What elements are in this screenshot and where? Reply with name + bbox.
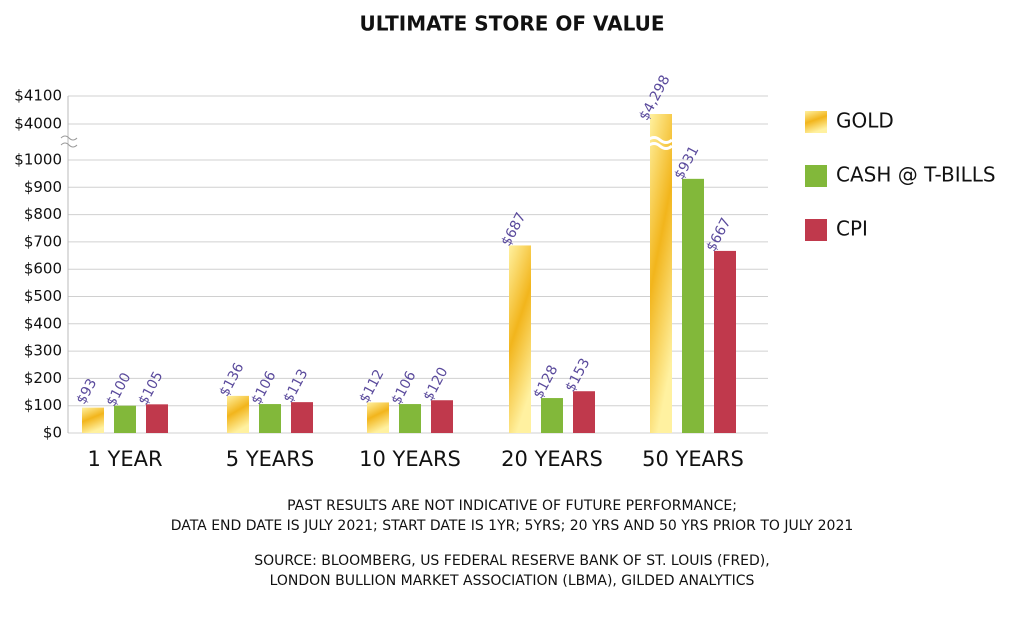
axis-break (60, 135, 78, 148)
bar (259, 404, 281, 433)
bar (682, 178, 704, 433)
y-tick-label: $100 (24, 396, 62, 414)
bar (650, 114, 672, 433)
bar (541, 398, 563, 433)
x-tick-label: 1 YEAR (87, 447, 162, 471)
bar (714, 250, 736, 433)
value-label: $93 (74, 376, 101, 407)
chart-title: ULTIMATE STORE OF VALUE (359, 12, 664, 36)
value-label: $112 (357, 367, 388, 406)
bar (573, 391, 595, 433)
value-label: $687 (499, 210, 530, 249)
bar (82, 407, 104, 433)
note: SOURCE: BLOOMBERG, US FEDERAL RESERVE BA… (254, 553, 769, 569)
y-tick-label: $800 (24, 205, 62, 223)
value-label: $128 (531, 363, 562, 402)
x-tick-label: 50 YEARS (642, 447, 744, 471)
value-label: $106 (249, 369, 280, 408)
y-tick-label: $0 (43, 424, 62, 442)
y-tick-label: $700 (24, 232, 62, 250)
value-label: $100 (104, 370, 135, 409)
bar (431, 400, 453, 433)
y-tick-label: $500 (24, 287, 62, 305)
bar (146, 404, 168, 433)
legend-label: CASH @ T-BILLS (836, 163, 996, 187)
note: LONDON BULLION MARKET ASSOCIATION (LBMA)… (270, 573, 755, 589)
legend-label: CPI (836, 217, 868, 241)
legend-label: GOLD (836, 109, 894, 133)
x-tick-label: 10 YEARS (359, 447, 461, 471)
value-label: $931 (672, 143, 703, 182)
value-label: $136 (217, 360, 248, 399)
x-tick-label: 20 YEARS (501, 447, 603, 471)
value-label: $113 (281, 367, 312, 406)
y-tick-label: $600 (24, 260, 62, 278)
bar (399, 404, 421, 433)
x-tick-label: 5 YEARS (226, 447, 314, 471)
y-tick-label: $1000 (14, 151, 62, 169)
y-tick-label: $400 (24, 314, 62, 332)
y-tick-label: $200 (24, 369, 62, 387)
y-tick-label: $4100 (14, 87, 62, 105)
bar (227, 395, 249, 433)
legend-swatch (805, 219, 827, 241)
plot: $0 $100 $200 $300 $400 $500 $600 $700 $800 $900 $1… (14, 73, 995, 471)
legend-swatch (805, 165, 827, 187)
value-label: $153 (563, 356, 594, 395)
bar (291, 402, 313, 433)
value-label: $106 (389, 369, 420, 408)
legend-swatch (805, 111, 827, 133)
y-tick-label: $900 (24, 178, 62, 196)
bar (367, 402, 389, 433)
note: DATA END DATE IS JULY 2021; START DATE I… (171, 518, 854, 534)
y-tick-label: $4000 (14, 115, 62, 133)
bar (509, 245, 531, 433)
bar (114, 405, 136, 433)
value-label: $105 (136, 369, 167, 408)
note: PAST RESULTS ARE NOT INDICATIVE OF FUTUR… (287, 498, 737, 514)
value-label: $120 (421, 365, 452, 404)
value-label: $667 (704, 215, 735, 254)
y-tick-label: $300 (24, 342, 62, 360)
bar-break (647, 136, 673, 150)
